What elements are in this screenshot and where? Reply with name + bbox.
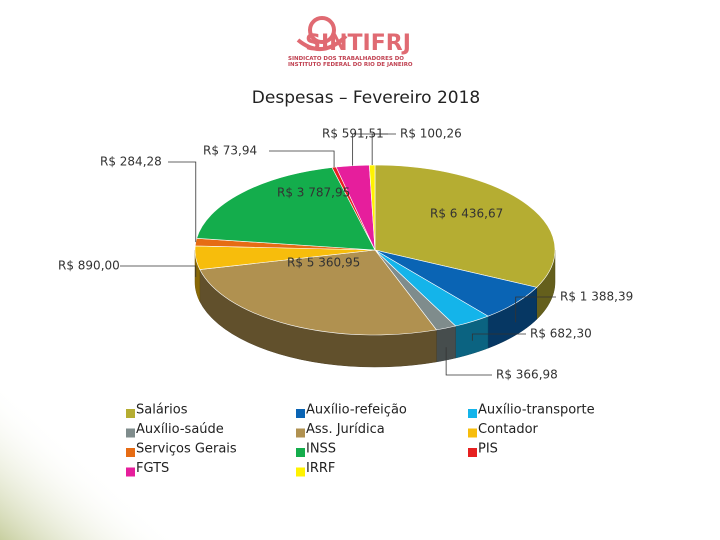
legend-swatch [126,448,135,457]
legend-label: PIS [478,442,498,457]
data-label: R$ 682,30 [530,327,592,341]
legend-label: FGTS [136,461,169,476]
pie-slice [374,164,556,288]
logo-name: SINTIFRJ [305,31,411,56]
chart-title: Despesas – Fevereiro 2018 [252,88,480,108]
data-label: R$ 73,94 [203,144,257,158]
legend-label: IRRF [306,461,335,476]
data-label: R$ 366,98 [496,368,558,382]
pie-slice [199,249,438,336]
leader-line [120,265,197,278]
legend-swatch [296,409,305,418]
legend-swatch [468,409,477,418]
data-label: R$ 591,51 [322,127,384,141]
logo-subtitle: SINDICATO DOS TRABALHADORES DO INSTITUTO… [288,56,413,68]
legend-label: Auxílio-refeição [306,403,407,418]
legend-label: INSS [306,442,336,457]
data-label: R$ 284,28 [100,155,162,169]
data-label: R$ 890,00 [58,259,120,273]
legend-swatch [126,428,135,438]
legend-label: Salários [136,403,188,418]
leader-line [445,347,492,376]
leader-line [168,161,197,243]
data-label: R$ 100,26 [400,127,462,141]
legend-swatch [126,409,135,418]
pie-tops [194,164,556,336]
leader-line [515,296,556,323]
background-decoration [0,380,180,540]
pie-sides [194,249,556,368]
logo-icon [296,34,348,51]
legend-label: Auxílio-saúde [136,422,224,437]
leader-line [471,333,526,341]
legend-swatch [296,428,305,438]
logo: SINTIFRJ SINDICATO DOS TRABALHADORES DO … [288,16,413,68]
data-label: R$ 3 787,95 [277,186,350,200]
legend-swatch [296,448,305,457]
data-label: R$ 6 436,67 [430,207,503,221]
legend-label: Contador [478,422,539,437]
logo-icon [308,16,336,44]
pie-slice [196,167,376,251]
logo-subtitle-box: SINDICATO DOS TRABALHADORES DO INSTITUTO… [288,56,413,68]
legend-swatch [296,467,305,477]
legend-swatch [468,428,477,438]
leader-line [269,150,335,168]
legend-label: Auxílio-transporte [478,403,595,418]
legend-label: Ass. Jurídica [306,422,385,437]
data-label: R$ 1 388,39 [560,290,633,304]
legend-swatch [468,448,477,457]
leader-line [371,133,396,166]
data-label: R$ 5 360,95 [287,256,360,270]
legend-label: Serviços Gerais [136,442,237,457]
legend-swatch [126,467,135,477]
